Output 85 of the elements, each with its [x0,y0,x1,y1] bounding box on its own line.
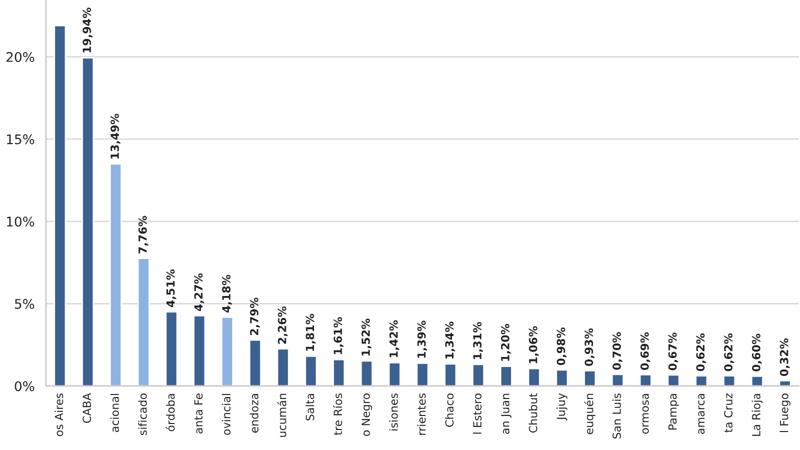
data-label: 4,27% [194,273,204,312]
x-tick-label: euquén [584,394,596,434]
x-tick-label: Chaco [445,394,454,427]
bar [667,374,680,386]
x-tick-label: CABA [82,393,92,423]
data-label: 1,81% [306,314,316,351]
data-label: 1,31% [473,322,483,360]
bar [611,374,624,386]
y-tick-label: 5% [14,298,34,309]
data-label: 1,42% [389,320,400,358]
x-tick-label: ta Cruz [724,393,732,433]
x-tick-label: La Rioja [752,394,763,436]
data-label: 0,69% [640,332,650,370]
x-tick-label: rrientes [417,393,426,435]
x-tick-label: amarca [698,394,705,434]
bar [82,57,94,386]
x-tick-label: an Juan [501,394,512,434]
bar [54,24,66,386]
data-label: 0,98% [556,328,567,366]
data-label: 1,34% [445,322,456,359]
x-tick-label: tre Ríos [333,393,342,436]
x-tick-label: Pampa [668,394,679,430]
data-label: 4,51% [166,269,176,308]
bar [193,315,206,386]
bar [137,258,150,386]
bar [221,316,234,386]
y-tick-label: 10% [7,216,34,227]
bar [332,358,346,386]
data-label: 1,52% [362,318,372,356]
data-label: 4,18% [222,274,232,313]
x-tick-label: l Fuego [780,394,790,432]
data-label: 7,76% [138,216,148,254]
x-tick-label: ucumán [277,394,286,437]
data-label: 1,06% [528,326,539,364]
data-label: 0,62% [724,333,734,372]
x-tick-label: órdoba [166,394,175,432]
x-tick-label: sificado [138,394,147,435]
x-tick-label: os Aires [54,393,64,436]
x-tick-label: l Estero [472,394,482,434]
bar [304,356,318,386]
data-label: 0,32% [780,338,790,376]
bar [360,360,373,386]
x-tick-label: acional [110,394,119,432]
data-label: 0,93% [584,328,594,366]
data-label: 0,70% [612,332,622,370]
bar [750,375,764,386]
bar [584,370,596,386]
bar [276,348,290,386]
bar [472,364,485,386]
data-label: 2,79% [250,298,260,336]
data-label: 0,67% [668,332,678,370]
bar [528,368,540,386]
bar [444,363,457,386]
bar [556,369,568,386]
bar [248,339,262,386]
data-label: 0,60% [752,334,762,372]
x-tick-label: ovincial [222,394,230,435]
bar [639,374,652,386]
bar [778,380,792,386]
x-tick-label: anta Fe [194,394,203,434]
bar [723,375,736,386]
x-tick-label: Jujuy [556,393,568,421]
bar [695,375,708,386]
x-tick-label: endoza [250,394,258,433]
bar [388,362,401,386]
data-label: 1,39% [417,320,428,358]
y-tick-label: 15% [7,134,34,144]
data-label: 0,62% [696,333,706,372]
x-tick-label: o Negro [362,394,372,436]
data-label: 2,26% [278,306,288,344]
bar [109,163,122,386]
data-label: 1,20% [500,324,511,361]
y-tick-label: 0% [14,381,34,392]
data-label: 1,61% [334,317,344,354]
x-tick-label: ormosa [642,394,649,434]
x-tick-label: San Luis [612,393,621,439]
x-tick-label: Chubut [528,393,538,433]
x-tick-label: Salta [306,394,314,420]
bar [416,362,429,386]
bar [165,311,178,386]
x-tick-label: isiones [389,393,398,430]
y-tick-label: 20% [6,52,34,62]
data-label: 19,94% [82,8,92,52]
data-label: 13,49% [110,114,120,159]
bar [500,366,512,386]
